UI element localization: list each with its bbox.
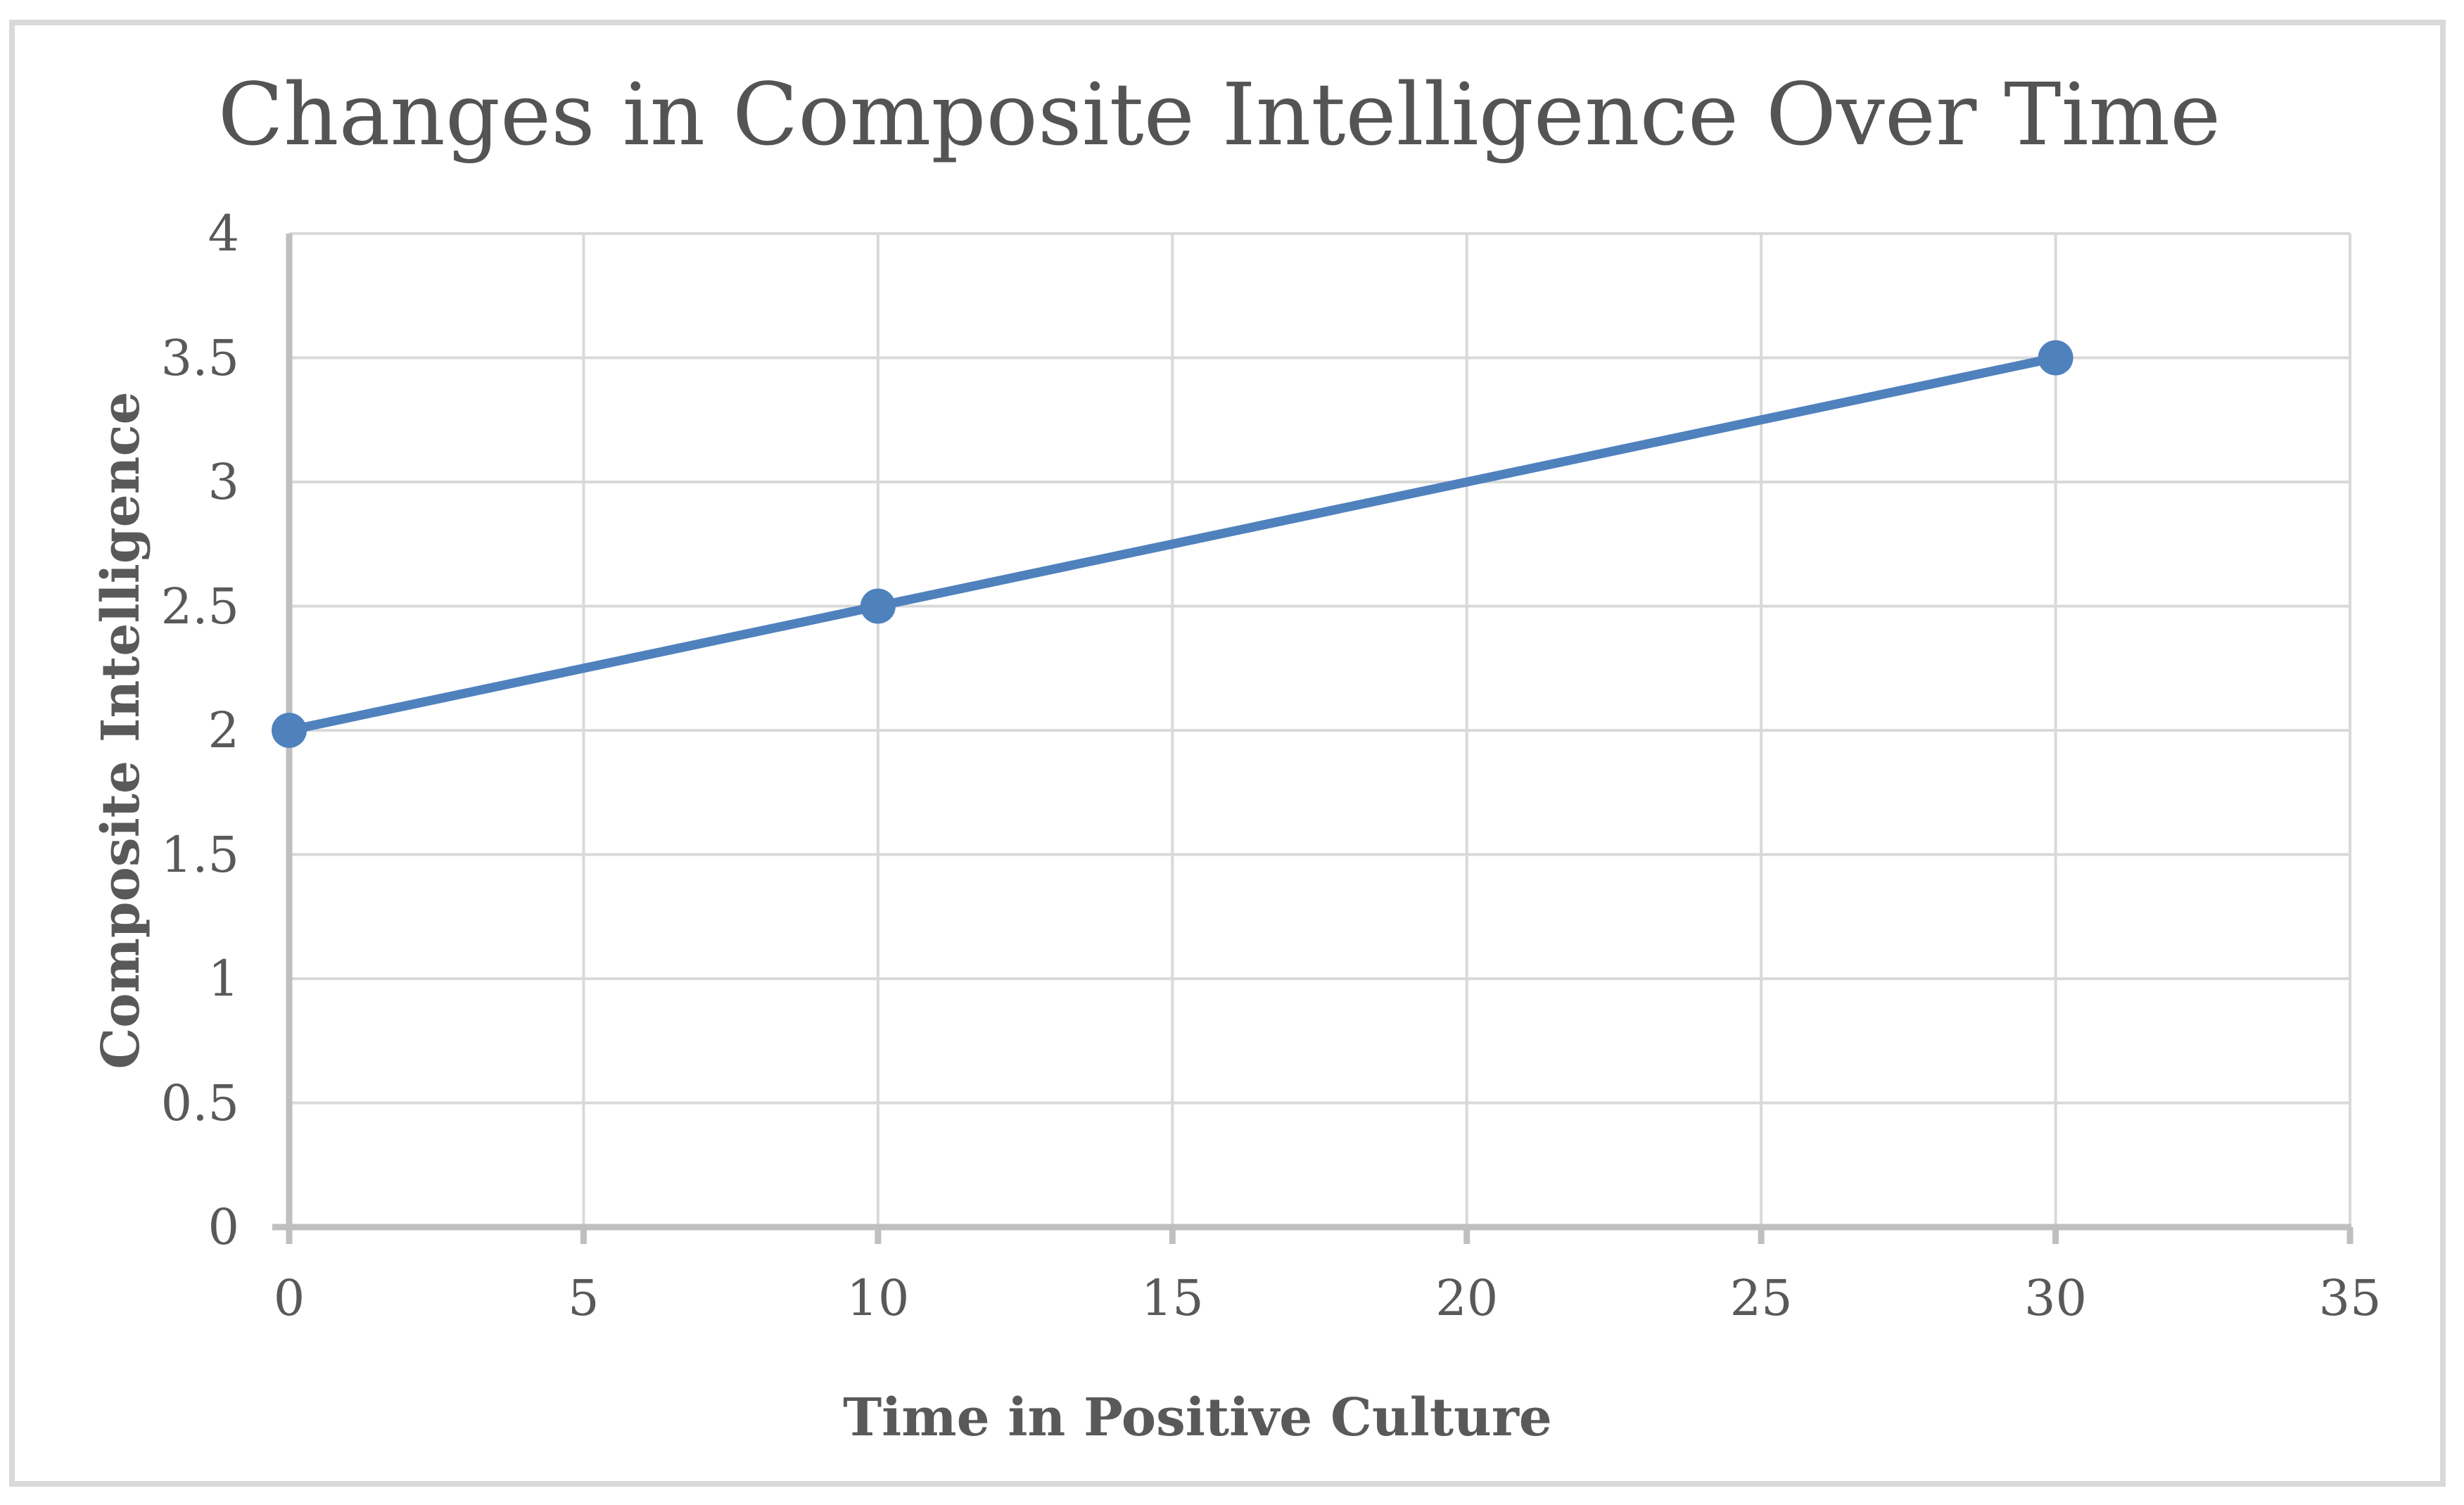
- chart-title: Changes in Composite Intelligence Over T…: [217, 65, 2221, 165]
- x-tick-label: 15: [1141, 1269, 1204, 1327]
- x-tick-label: 0: [273, 1269, 305, 1327]
- x-tick-label: 25: [1729, 1269, 1793, 1327]
- y-tick-label: 0.5: [160, 1074, 239, 1132]
- y-tick-label: 3.5: [160, 329, 239, 387]
- y-tick-label: 3: [208, 453, 239, 511]
- y-tick-label: 1.5: [160, 825, 239, 884]
- y-tick-label: 2: [208, 701, 239, 759]
- x-tick-label: 35: [2318, 1269, 2382, 1327]
- y-tick-label: 4: [208, 205, 239, 262]
- data-point-marker: [272, 713, 307, 748]
- chart-border: [9, 20, 2446, 1487]
- x-tick-label: 20: [1435, 1269, 1499, 1327]
- x-tick-label: 10: [846, 1269, 910, 1327]
- y-tick-label: 2.5: [160, 577, 239, 635]
- x-tick-label: 30: [2024, 1269, 2088, 1327]
- y-tick-label: 1: [208, 950, 239, 1008]
- y-tick-label: 0: [208, 1198, 239, 1256]
- data-point-marker: [2038, 340, 2074, 376]
- x-axis-title: Time in Positive Culture: [843, 1387, 1552, 1448]
- x-tick-label: 5: [568, 1269, 599, 1327]
- data-point-marker: [860, 588, 896, 624]
